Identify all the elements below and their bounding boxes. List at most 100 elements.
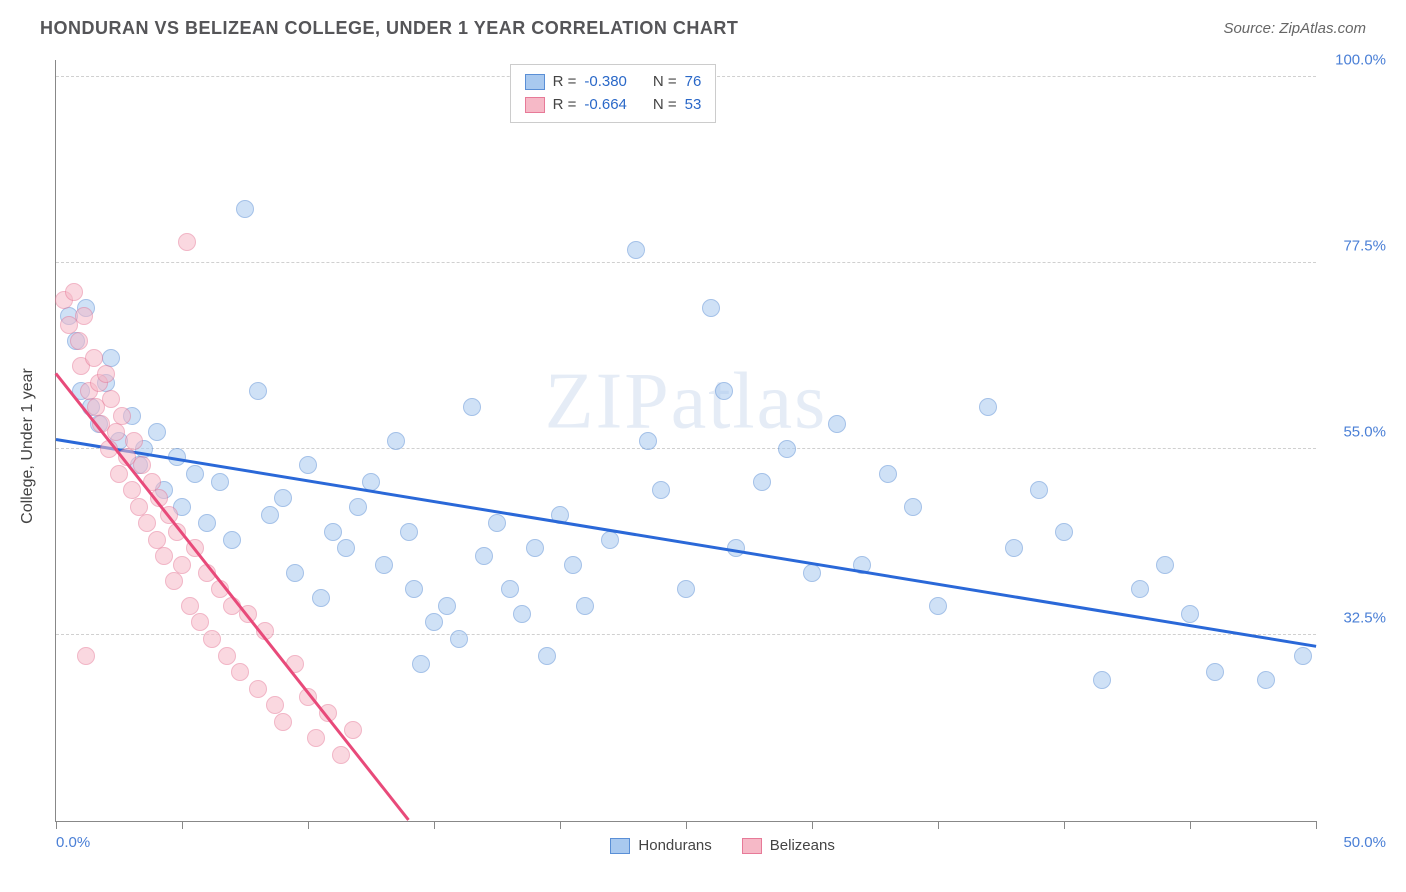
source-attribution: Source: ZipAtlas.com — [1223, 20, 1366, 37]
data-point — [979, 398, 997, 416]
legend-label: Belizeans — [770, 837, 835, 854]
x-tick — [560, 821, 561, 829]
data-point — [400, 523, 418, 541]
data-point — [538, 647, 556, 665]
r-label: R = — [553, 71, 577, 94]
data-point — [438, 597, 456, 615]
data-point — [102, 349, 120, 367]
data-point — [1131, 580, 1149, 598]
data-point — [344, 721, 362, 739]
data-point — [1206, 663, 1224, 681]
y-axis-title: College, Under 1 year — [19, 368, 37, 524]
data-point — [475, 547, 493, 565]
data-point — [564, 556, 582, 574]
data-point — [412, 655, 430, 673]
legend-item: Hondurans — [610, 837, 711, 854]
x-tick — [686, 821, 687, 829]
data-point — [627, 241, 645, 259]
data-point — [425, 613, 443, 631]
data-point — [778, 440, 796, 458]
data-point — [107, 423, 125, 441]
data-point — [102, 390, 120, 408]
data-point — [181, 597, 199, 615]
data-point — [125, 432, 143, 450]
watermark: ZIPatlas — [545, 357, 828, 448]
n-label: N = — [653, 94, 677, 117]
data-point — [203, 630, 221, 648]
x-tick — [938, 821, 939, 829]
header: HONDURAN VS BELIZEAN COLLEGE, UNDER 1 YE… — [0, 0, 1406, 49]
legend-row: R =-0.380N =76 — [525, 71, 702, 94]
data-point — [261, 506, 279, 524]
data-point — [77, 647, 95, 665]
data-point — [513, 605, 531, 623]
data-point — [97, 365, 115, 383]
chart-title: HONDURAN VS BELIZEAN COLLEGE, UNDER 1 YE… — [40, 18, 738, 39]
legend-row: R = -0.664 N = 53 — [525, 94, 702, 117]
data-point — [299, 456, 317, 474]
data-point — [828, 415, 846, 433]
data-point — [312, 589, 330, 607]
data-point — [405, 580, 423, 598]
r-value: -0.380 — [584, 71, 627, 94]
data-point — [148, 531, 166, 549]
x-tick — [308, 821, 309, 829]
data-point — [218, 647, 236, 665]
data-point — [677, 580, 695, 598]
data-point — [324, 523, 342, 541]
scatter-plot-area: ZIPatlas 32.5%55.0%77.5%100.0%0.0%50.0%R… — [55, 60, 1316, 822]
data-point — [211, 473, 229, 491]
data-point — [113, 407, 131, 425]
data-point — [249, 382, 267, 400]
y-tick-label: 100.0% — [1326, 51, 1386, 68]
x-axis-label-min: 0.0% — [56, 834, 90, 851]
n-value: 53 — [685, 94, 702, 117]
legend-swatch — [525, 74, 545, 90]
data-point — [1294, 647, 1312, 665]
x-tick — [1190, 821, 1191, 829]
data-point — [879, 465, 897, 483]
legend-item: Belizeans — [742, 837, 835, 854]
legend-swatch — [525, 97, 545, 113]
x-tick — [434, 821, 435, 829]
legend-swatch — [742, 838, 762, 854]
data-point — [463, 398, 481, 416]
data-point — [1030, 481, 1048, 499]
legend-label: Hondurans — [638, 837, 711, 854]
r-label: R = — [553, 94, 577, 117]
data-point — [191, 613, 209, 631]
data-point — [85, 349, 103, 367]
data-point — [231, 663, 249, 681]
data-point — [639, 432, 657, 450]
data-point — [178, 233, 196, 251]
data-point — [715, 382, 733, 400]
data-point — [1181, 605, 1199, 623]
data-point — [198, 514, 216, 532]
x-tick — [1316, 821, 1317, 829]
data-point — [249, 680, 267, 698]
gridline — [56, 448, 1316, 449]
data-point — [138, 514, 156, 532]
data-point — [332, 746, 350, 764]
data-point — [236, 200, 254, 218]
data-point — [1093, 671, 1111, 689]
x-tick — [812, 821, 813, 829]
y-tick-label: 55.0% — [1326, 423, 1386, 440]
gridline — [56, 634, 1316, 635]
data-point — [130, 498, 148, 516]
data-point — [75, 307, 93, 325]
data-point — [165, 572, 183, 590]
data-point — [1257, 671, 1275, 689]
trend-line — [55, 372, 410, 820]
data-point — [1055, 523, 1073, 541]
data-point — [488, 514, 506, 532]
data-point — [349, 498, 367, 516]
legend-swatch — [610, 838, 630, 854]
data-point — [526, 539, 544, 557]
y-tick-label: 32.5% — [1326, 609, 1386, 626]
data-point — [601, 531, 619, 549]
data-point — [803, 564, 821, 582]
r-value: -0.664 — [584, 94, 627, 117]
data-point — [307, 729, 325, 747]
correlation-legend: R =-0.380N =76R =-0.664N =53 — [510, 64, 717, 123]
